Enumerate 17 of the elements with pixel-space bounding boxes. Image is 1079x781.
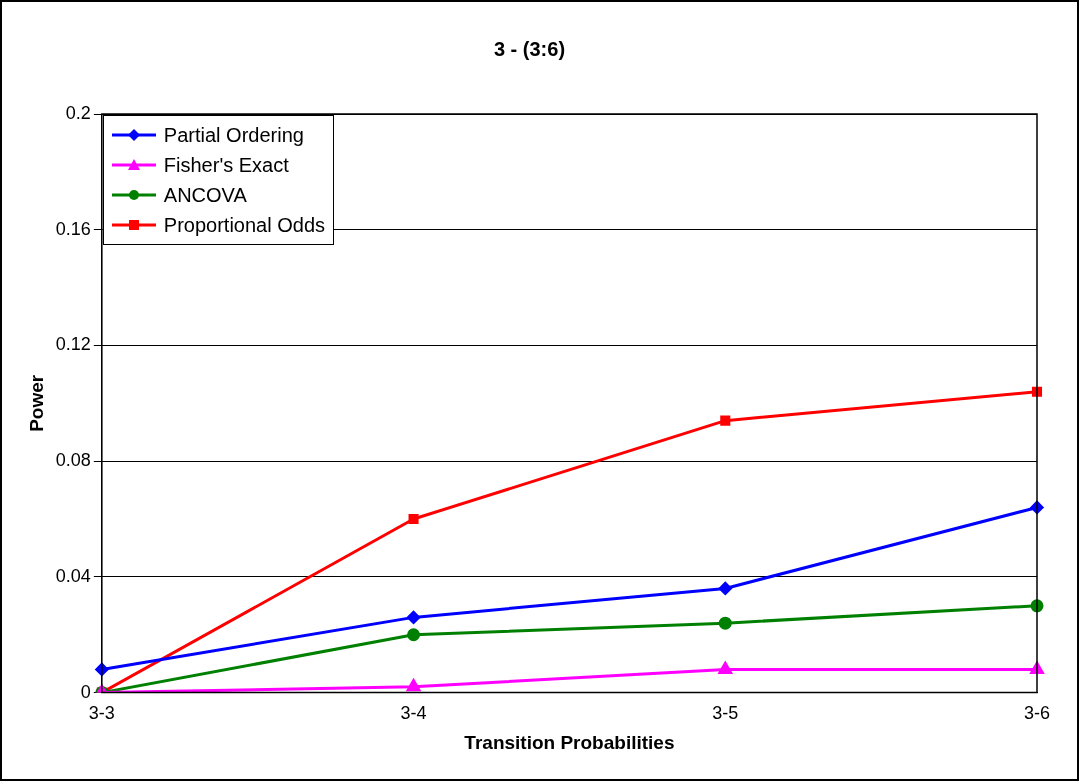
x-tick-label: 3-5 bbox=[712, 703, 739, 724]
y-tick-label: 0.04 bbox=[55, 565, 91, 586]
y-axis-title: Power bbox=[25, 374, 47, 432]
legend-label: Fisher's Exact bbox=[163, 153, 289, 177]
x-axis-title: Transition Probabilities bbox=[464, 731, 675, 753]
y-tick-label: 0 bbox=[80, 681, 91, 702]
x-tick-label: 3-4 bbox=[400, 703, 427, 724]
legend-label: Partial Ordering bbox=[163, 123, 304, 147]
y-tick-label: 0.16 bbox=[55, 218, 91, 239]
y-tick-label: 0.12 bbox=[55, 334, 91, 355]
legend-label: ANCOVA bbox=[163, 183, 247, 207]
legend-label: Proportional Odds bbox=[163, 213, 326, 237]
y-tick-label: 0.2 bbox=[65, 102, 91, 123]
x-tick-label: 3-3 bbox=[88, 703, 115, 724]
y-tick-label: 0.08 bbox=[55, 450, 91, 471]
chart-title: 3 - (3:6) bbox=[493, 37, 566, 60]
x-tick-label: 3-6 bbox=[1023, 703, 1051, 724]
